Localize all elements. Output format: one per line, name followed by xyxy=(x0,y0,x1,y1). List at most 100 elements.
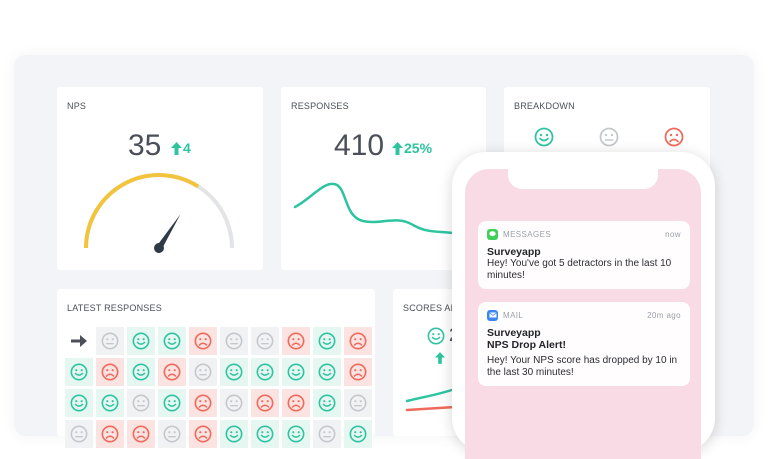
response-cell[interactable] xyxy=(65,389,93,417)
passive-face-icon xyxy=(132,394,150,412)
promoter-face-icon xyxy=(163,394,181,412)
passive-face-icon xyxy=(163,425,181,443)
response-cell[interactable] xyxy=(313,358,341,386)
detractor-face-icon xyxy=(194,332,212,350)
arrow-up-icon xyxy=(392,141,403,155)
response-cell[interactable] xyxy=(344,358,372,386)
response-cell[interactable] xyxy=(189,420,217,448)
response-cell[interactable] xyxy=(251,389,279,417)
gauge-needle xyxy=(154,214,181,253)
response-cell[interactable] xyxy=(127,420,155,448)
notification-mail[interactable]: MAIL 20m ago Surveyapp NPS Drop Alert! H… xyxy=(478,302,690,386)
response-cell[interactable] xyxy=(251,327,279,355)
response-cell[interactable] xyxy=(65,327,93,355)
promoter-face-icon xyxy=(349,425,367,443)
responses-delta: 25% xyxy=(392,140,432,156)
responses-trend-line xyxy=(293,182,455,235)
detractor-face-icon xyxy=(163,363,181,381)
passive-face-icon xyxy=(225,394,243,412)
nps-delta-value: 4 xyxy=(183,140,191,156)
response-cell[interactable] xyxy=(251,358,279,386)
response-cell[interactable] xyxy=(127,358,155,386)
response-cell[interactable] xyxy=(313,420,341,448)
response-cell[interactable] xyxy=(251,420,279,448)
response-cell[interactable] xyxy=(189,358,217,386)
promoter-face-icon xyxy=(427,327,445,344)
notification-body: Hey! Your NPS score has dropped by 10 in… xyxy=(487,355,678,378)
response-cell[interactable] xyxy=(282,358,310,386)
notification-title: Surveyapp xyxy=(487,327,541,339)
response-cell[interactable] xyxy=(189,389,217,417)
responses-title: RESPONSES xyxy=(291,101,349,111)
response-grid xyxy=(65,327,372,448)
passive-face-icon xyxy=(599,127,619,147)
response-cell[interactable] xyxy=(282,327,310,355)
latest-responses-card[interactable]: LATEST RESPONSES xyxy=(57,289,375,448)
arrow-up-icon xyxy=(435,352,445,364)
response-cell[interactable] xyxy=(220,420,248,448)
response-cell[interactable] xyxy=(158,389,186,417)
response-cell[interactable] xyxy=(96,358,124,386)
response-cell[interactable] xyxy=(344,327,372,355)
notification-time: now xyxy=(665,229,681,239)
promoter-face-icon xyxy=(318,332,336,350)
nps-value: 35 xyxy=(128,129,162,162)
response-cell[interactable] xyxy=(127,327,155,355)
promoter-face-icon xyxy=(534,127,554,147)
response-cell[interactable] xyxy=(220,389,248,417)
arrow-up-icon xyxy=(171,141,182,155)
phone-mockup: MESSAGES now Surveyapp Hey! You've got 5… xyxy=(452,152,715,459)
nps-card[interactable]: NPS 35 4 xyxy=(57,87,263,270)
response-cell[interactable] xyxy=(127,389,155,417)
response-cell[interactable] xyxy=(65,420,93,448)
response-cell[interactable] xyxy=(282,420,310,448)
detractor-face-icon xyxy=(349,332,367,350)
promoter-face-icon xyxy=(287,363,305,381)
response-cell[interactable] xyxy=(158,327,186,355)
response-cell[interactable] xyxy=(344,420,372,448)
passive-face-icon xyxy=(225,332,243,350)
promoter-face-icon xyxy=(256,425,274,443)
scores-trend-lines xyxy=(405,387,457,412)
response-cell[interactable] xyxy=(96,389,124,417)
response-cell[interactable] xyxy=(96,327,124,355)
response-cell[interactable] xyxy=(158,420,186,448)
promoter-face-icon xyxy=(318,363,336,381)
nps-gauge xyxy=(84,173,234,253)
response-cell[interactable] xyxy=(65,358,93,386)
latest-responses-title: LATEST RESPONSES xyxy=(67,303,162,313)
notification-app-name: MAIL xyxy=(503,310,524,320)
promoter-face-icon xyxy=(132,363,150,381)
phone-notch xyxy=(508,169,658,189)
response-cell[interactable] xyxy=(313,389,341,417)
response-cell[interactable] xyxy=(189,327,217,355)
promoter-face-icon xyxy=(318,394,336,412)
response-cell[interactable] xyxy=(220,358,248,386)
passive-face-icon xyxy=(349,394,367,412)
response-cell[interactable] xyxy=(344,389,372,417)
gauge-fill xyxy=(84,173,200,249)
phone-screen: MESSAGES now Surveyapp Hey! You've got 5… xyxy=(465,169,701,459)
passive-face-icon xyxy=(194,363,212,381)
detractor-face-icon xyxy=(256,394,274,412)
promoter-face-icon xyxy=(70,363,88,381)
scores-analysis-title: SCORES ANALYSIS xyxy=(403,303,490,313)
notification-subtitle: NPS Drop Alert! xyxy=(487,339,566,351)
detractor-face-icon xyxy=(664,127,684,147)
notification-body: Hey! You've got 5 detractors in the last… xyxy=(487,258,672,281)
notification-messages[interactable]: MESSAGES now Surveyapp Hey! You've got 5… xyxy=(478,221,690,289)
promoter-face-icon xyxy=(225,363,243,381)
gauge-track xyxy=(84,173,234,249)
detractor-face-icon xyxy=(287,332,305,350)
responses-delta-value: 25% xyxy=(404,140,433,156)
arrow-right-icon xyxy=(71,335,87,347)
promoter-face-icon xyxy=(256,363,274,381)
response-cell[interactable] xyxy=(313,327,341,355)
mail-icon xyxy=(487,309,498,321)
response-cell[interactable] xyxy=(220,327,248,355)
responses-card[interactable]: RESPONSES 410 25% xyxy=(281,87,486,270)
response-cell[interactable] xyxy=(96,420,124,448)
response-cell[interactable] xyxy=(158,358,186,386)
response-cell[interactable] xyxy=(282,389,310,417)
passive-face-icon xyxy=(318,425,336,443)
